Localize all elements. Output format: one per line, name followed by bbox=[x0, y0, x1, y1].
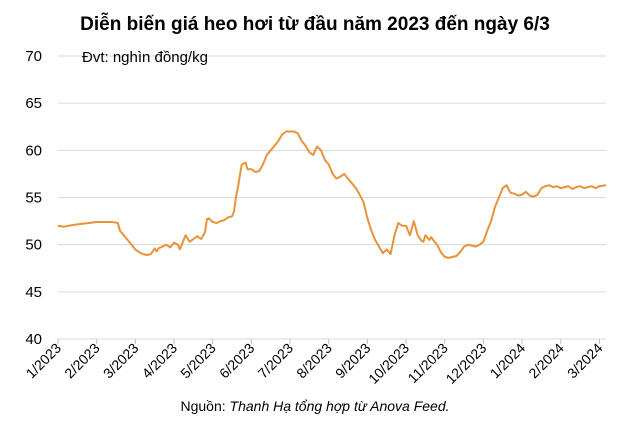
gridlines bbox=[58, 55, 606, 340]
y-tick-label: 45 bbox=[25, 284, 42, 301]
x-tick-label: 11/2023 bbox=[404, 340, 451, 387]
chart-title: Diễn biến giá heo hơi từ đầu năm 2023 đế… bbox=[80, 14, 550, 35]
x-tick-label: 12/2023 bbox=[442, 340, 489, 387]
y-tick-label: 55 bbox=[25, 190, 42, 207]
x-tick-label: 8/2023 bbox=[293, 340, 335, 382]
y-axis-ticks: 40 45 50 55 60 65 70 bbox=[25, 48, 42, 348]
x-axis-ticks: 1/20232/20233/20234/20235/20236/20237/20… bbox=[23, 339, 606, 387]
y-tick-label: 65 bbox=[25, 95, 42, 112]
x-tick-label: 1/2024 bbox=[487, 340, 529, 382]
source-label: Nguồn: bbox=[180, 398, 226, 414]
x-tick-label: 3/2023 bbox=[100, 340, 142, 382]
x-tick-label: 10/2023 bbox=[365, 340, 412, 387]
price-series-line bbox=[57, 130, 607, 259]
y-tick-label: 60 bbox=[25, 142, 42, 159]
source-note: Nguồn: Thanh Hạ tổng hợp từ Anova Feed. bbox=[0, 398, 630, 414]
x-tick-label: 4/2023 bbox=[139, 340, 181, 382]
x-tick-label: 2/2023 bbox=[61, 340, 103, 382]
y-tick-label: 40 bbox=[25, 331, 42, 348]
x-tick-label: 3/2024 bbox=[564, 340, 606, 382]
x-tick-label: 2/2024 bbox=[525, 340, 567, 382]
unit-label: Đvt: nghìn đồng/kg bbox=[82, 49, 208, 66]
x-tick-label: 6/2023 bbox=[216, 340, 258, 382]
source-value: Thanh Hạ tổng hợp từ Anova Feed. bbox=[229, 398, 450, 414]
y-tick-label: 70 bbox=[25, 48, 42, 65]
x-tick-label: 7/2023 bbox=[255, 340, 297, 382]
y-tick-label: 50 bbox=[25, 237, 42, 254]
x-tick-label: 5/2023 bbox=[177, 340, 219, 382]
